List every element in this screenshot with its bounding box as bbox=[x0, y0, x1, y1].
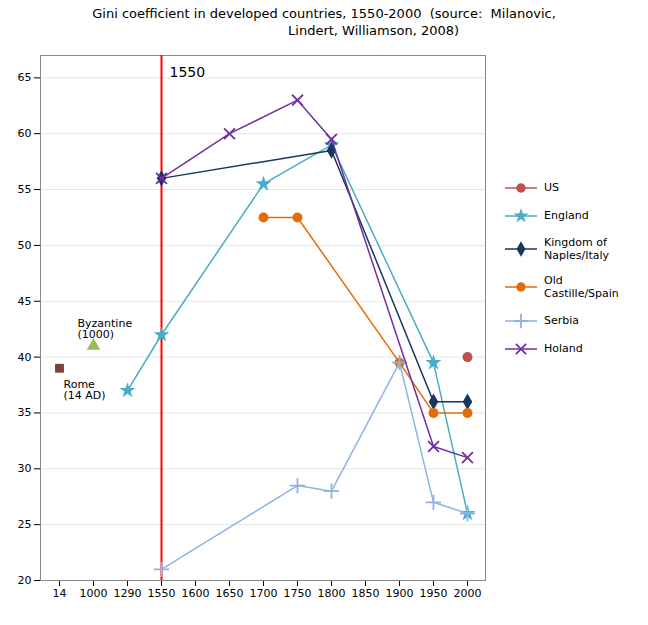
svg-text:50: 50 bbox=[18, 239, 32, 252]
svg-text:65: 65 bbox=[18, 71, 32, 84]
svg-text:35: 35 bbox=[18, 406, 32, 419]
svg-text:1550: 1550 bbox=[170, 64, 206, 80]
svg-text:1900: 1900 bbox=[386, 587, 414, 600]
svg-text:1950: 1950 bbox=[420, 587, 448, 600]
svg-text:Byzantine(1000): Byzantine(1000) bbox=[78, 317, 133, 341]
svg-text:1850: 1850 bbox=[352, 587, 380, 600]
html-text:Holand: Holand bbox=[544, 341, 583, 355]
html-text:Gini coefficient in developed: Gini coefficient in developed countries,… bbox=[92, 6, 556, 38]
svg-text:55: 55 bbox=[18, 183, 32, 196]
svg-text:1700: 1700 bbox=[250, 587, 278, 600]
svg-text:20: 20 bbox=[18, 574, 32, 587]
svg-text:1550: 1550 bbox=[148, 587, 176, 600]
html-text:Serbia: Serbia bbox=[544, 313, 580, 327]
svg-text:45: 45 bbox=[18, 295, 32, 308]
svg-text:Rome(14 AD): Rome(14 AD) bbox=[64, 378, 106, 402]
svg-text:60: 60 bbox=[18, 127, 32, 140]
html-text:Kingdom of Naples/Italy: Kingdom of Naples/Italy bbox=[544, 235, 610, 262]
svg-text:1600: 1600 bbox=[182, 587, 210, 600]
html-text:Old Castille/Spain: Old Castille/Spain bbox=[544, 274, 619, 301]
svg-text:30: 30 bbox=[18, 462, 32, 475]
svg-text:25: 25 bbox=[18, 518, 32, 531]
svg-text:1650: 1650 bbox=[216, 587, 244, 600]
svg-text:14: 14 bbox=[53, 587, 67, 600]
svg-text:2000: 2000 bbox=[454, 587, 482, 600]
html-text:England: England bbox=[544, 209, 589, 223]
html-text:US: US bbox=[544, 181, 559, 195]
svg-text:1800: 1800 bbox=[318, 587, 346, 600]
svg-text:1290: 1290 bbox=[114, 587, 142, 600]
svg-text:1750: 1750 bbox=[284, 587, 312, 600]
svg-text:40: 40 bbox=[18, 350, 32, 363]
svg-text:1000: 1000 bbox=[80, 587, 108, 600]
